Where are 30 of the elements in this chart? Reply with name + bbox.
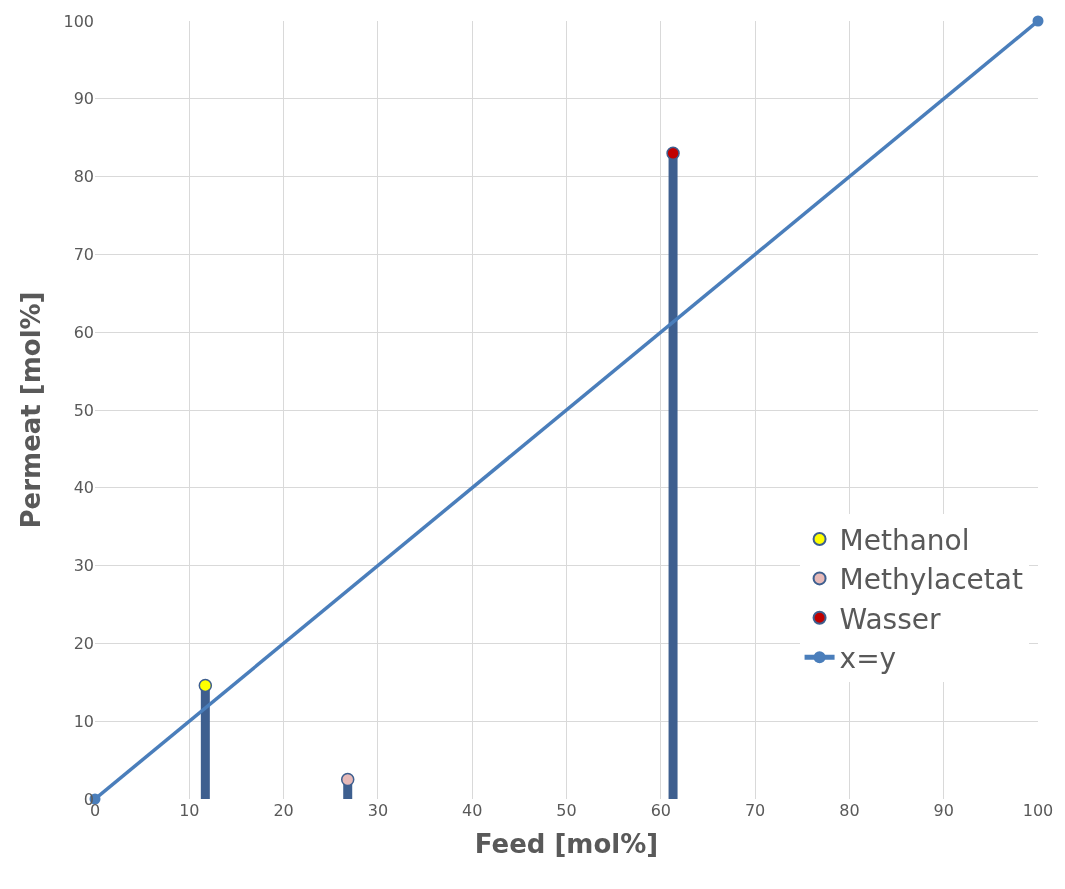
point <box>198 678 213 693</box>
y-tick-label: 20 <box>73 634 94 653</box>
y-tick-label: 80 <box>73 167 94 187</box>
x-tick-label: 10 <box>179 801 200 820</box>
y-tick-label: 30 <box>73 556 94 576</box>
x-tick-label: 40 <box>462 801 483 820</box>
y-tick-label: 70 <box>73 245 94 264</box>
point <box>666 146 680 160</box>
legend-label: Methylacetat <box>839 563 1023 597</box>
point <box>340 772 355 787</box>
legend-label: Wasser <box>839 602 942 636</box>
y-tick-label: 100 <box>63 11 94 31</box>
legend-label: Methanol <box>839 523 970 557</box>
legend-label: x=y <box>839 642 897 676</box>
y-tick-label: 40 <box>73 478 94 498</box>
y-tick-label: 60 <box>73 322 94 342</box>
x-tick-label: 60 <box>650 801 671 820</box>
x-tick-label: 70 <box>744 801 766 820</box>
point <box>1032 15 1044 27</box>
x-axis-title: Feed [mol%] <box>474 828 659 859</box>
y-tick-label: 10 <box>73 711 94 731</box>
y-tick-label: 90 <box>73 89 94 109</box>
x-tick-label: 30 <box>367 801 389 820</box>
x-tick-label: 50 <box>556 801 577 820</box>
x-tick-label: 100 <box>1022 801 1054 820</box>
x-tick-label: 80 <box>839 801 860 820</box>
y-axis-title: Permeat [mol%] <box>15 291 46 529</box>
x-tick-label: 20 <box>273 801 294 820</box>
y-tick-label: 50 <box>73 400 94 420</box>
x-tick-label: 90 <box>933 801 954 820</box>
